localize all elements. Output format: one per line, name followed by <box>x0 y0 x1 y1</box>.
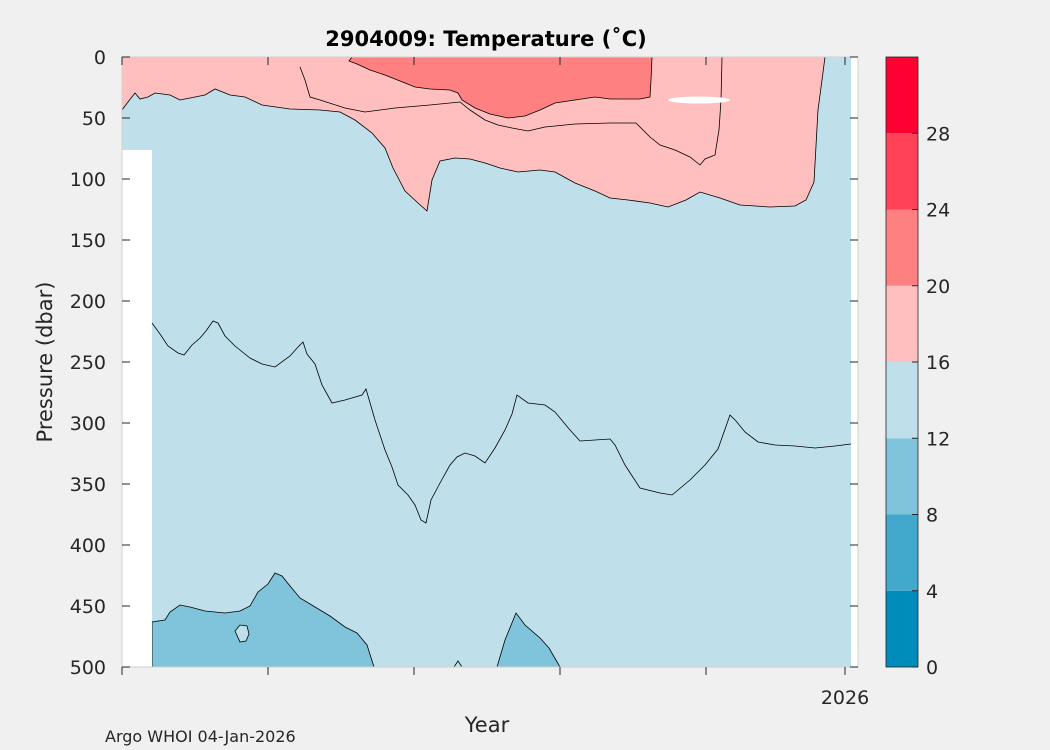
band-8-12-left <box>151 572 375 668</box>
band-20-24 <box>348 56 653 119</box>
colorbar-tick-label: 28 <box>926 123 950 145</box>
contour-12 <box>151 320 852 524</box>
plot-area <box>121 56 859 668</box>
y-tick-label: 150 <box>70 230 106 252</box>
y-tick-label: 250 <box>70 352 106 374</box>
colorbar-tick-label: 16 <box>926 352 950 374</box>
y-tick-label: 500 <box>70 657 106 679</box>
x-tick-label: 2026 <box>821 687 869 709</box>
no-data-left <box>122 150 152 667</box>
no-data-spot <box>668 96 730 104</box>
y-tick-label: 100 <box>70 169 106 191</box>
y-tick-label: 0 <box>94 47 106 69</box>
y-tick-label: 300 <box>70 413 106 435</box>
colorbar-tick-label: 24 <box>926 200 950 222</box>
y-tick-label: 450 <box>70 596 106 618</box>
colorbar-segment <box>886 285 918 362</box>
colorbar-segment <box>886 209 918 286</box>
colorbar-segment <box>886 133 918 210</box>
colorbar-tick-label: 0 <box>926 657 938 679</box>
x-axis: 2026 <box>121 57 869 709</box>
colorbar-tick-label: 20 <box>926 276 950 298</box>
colorbar-segment <box>886 514 918 591</box>
contour-16-secondary <box>299 56 723 166</box>
y-tick-label: 350 <box>70 474 106 496</box>
colorbar-tick-label: 4 <box>926 581 938 603</box>
footer-credit: Argo WHOI 04-Jan-2026 <box>105 727 296 746</box>
colorbar-segment <box>886 590 918 667</box>
y-tick-label: 400 <box>70 535 106 557</box>
colorbar-segment <box>886 438 918 515</box>
colorbar-segment <box>886 362 918 439</box>
colorbar: 0 4 8 12 16 20 24 28 <box>885 56 950 679</box>
band-8-12-spot <box>453 660 463 668</box>
colorbar-segment <box>886 57 918 134</box>
band-8-12-pocket <box>234 624 250 643</box>
y-axis: 0 50 100 150 200 250 300 350 400 450 500 <box>70 47 858 679</box>
band-8-12-middle <box>496 612 561 668</box>
x-axis-title: Year <box>464 713 510 737</box>
y-tick-label: 50 <box>82 108 106 130</box>
colorbar-tick-label: 8 <box>926 505 938 527</box>
colorbar-tick-label: 12 <box>926 428 950 450</box>
y-tick-label: 200 <box>70 291 106 313</box>
chart-title: 2904009: Temperature (˚C) <box>325 27 646 51</box>
y-axis-title: Pressure (dbar) <box>33 282 57 443</box>
